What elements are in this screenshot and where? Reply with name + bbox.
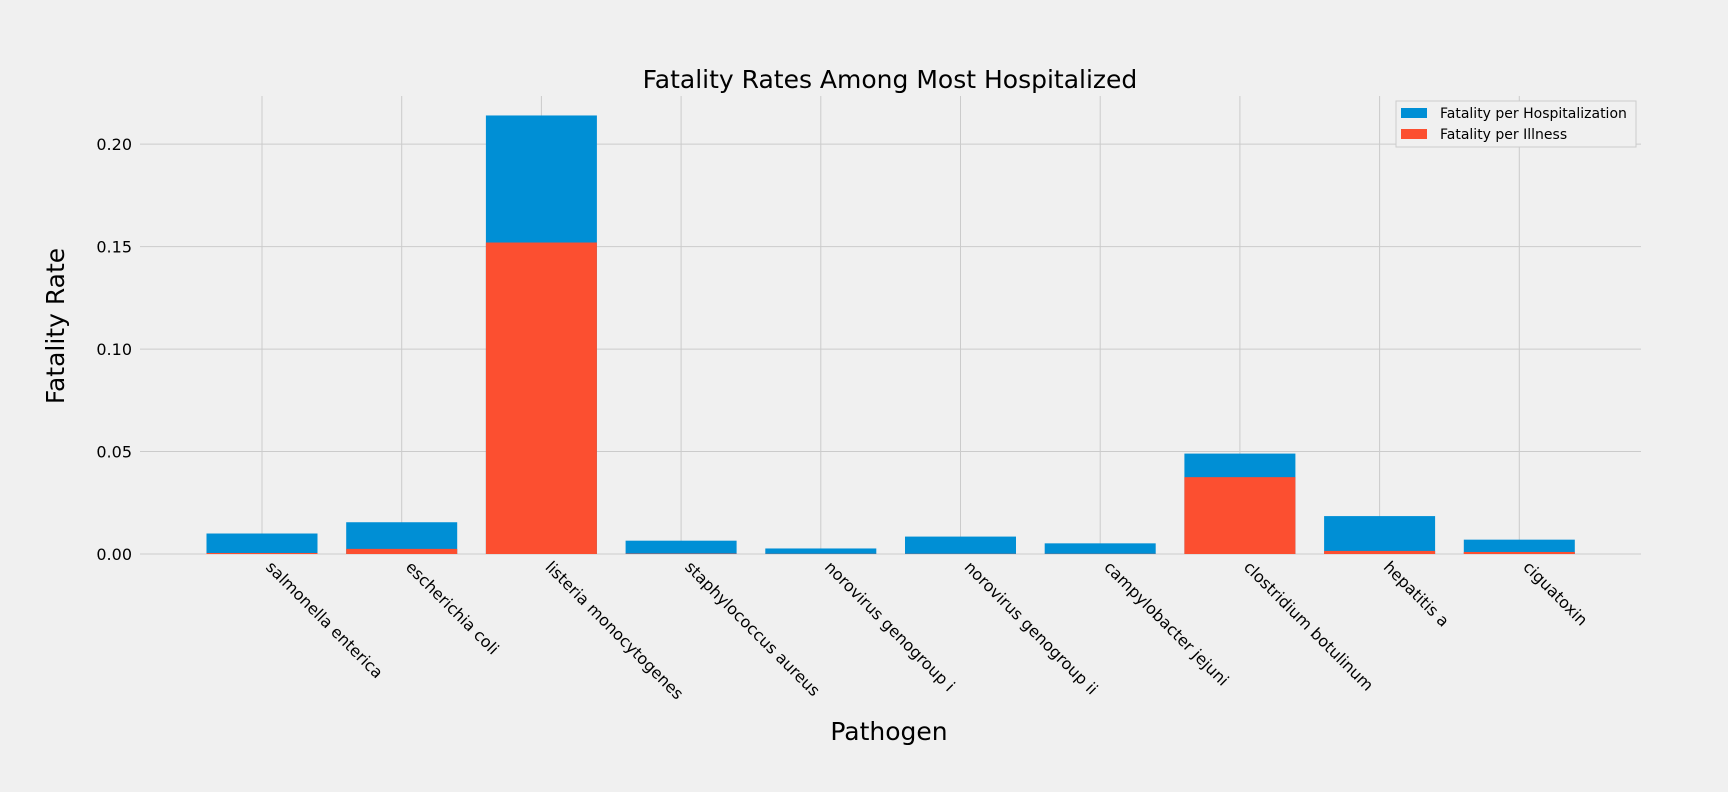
x-axis-label: Pathogen xyxy=(830,717,947,746)
y-tick-labels: 0.00 0.05 0.10 0.15 0.20 xyxy=(96,135,132,564)
legend-swatch-hospitalization xyxy=(1401,108,1427,118)
y-tick-label: 0.05 xyxy=(96,443,132,462)
y-axis-label: Fatality Rate xyxy=(41,248,70,404)
bar-illness xyxy=(1184,477,1296,554)
bar-hospitalization xyxy=(346,522,458,554)
bar-illness xyxy=(1324,550,1436,554)
bar-illness xyxy=(206,552,318,554)
bar-hospitalization xyxy=(206,533,318,554)
bar-hospitalization xyxy=(905,536,1016,554)
legend-label-illness: Fatality per Illness xyxy=(1440,127,1567,143)
legend-label-hospitalization: Fatality per Hospitalization xyxy=(1440,106,1627,122)
legend-box xyxy=(1395,100,1637,148)
y-tick-label: 0.15 xyxy=(96,238,132,257)
bar-hospitalization xyxy=(1044,543,1156,554)
bar-hospitalization xyxy=(1463,539,1575,554)
legend-swatch-illness xyxy=(1401,129,1427,139)
bar-illness xyxy=(485,242,597,554)
bar-illness xyxy=(346,548,458,554)
bar-hospitalization xyxy=(1324,516,1436,554)
y-tick-label: 0.10 xyxy=(96,340,132,359)
y-tick-label: 0.20 xyxy=(96,135,132,154)
legend: Fatality per Hospitalization Fatality pe… xyxy=(1395,100,1637,148)
bar-hospitalization xyxy=(765,548,877,554)
bar-hospitalization xyxy=(625,540,737,554)
y-tick-label: 0.00 xyxy=(96,545,132,564)
chart-title: Fatality Rates Among Most Hospitalized xyxy=(643,65,1138,94)
bars xyxy=(206,115,1575,554)
bar-illness xyxy=(1463,551,1575,554)
